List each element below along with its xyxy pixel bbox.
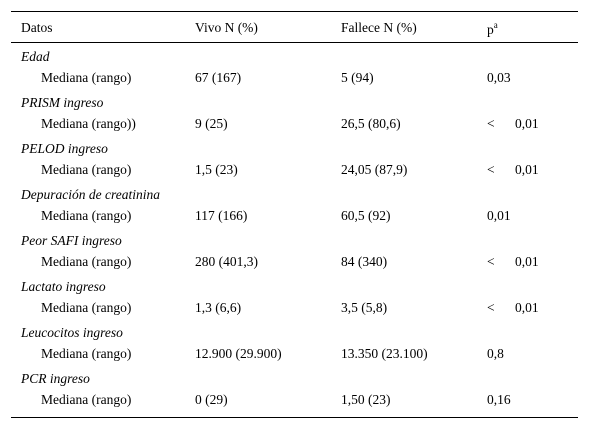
section-title: Peor SAFI ingreso [21, 233, 122, 248]
cell-p-lt: < [487, 116, 495, 131]
cell-p-value: 0,01 [515, 300, 539, 315]
header-p: pa [487, 20, 498, 38]
header-p-sup: a [493, 20, 498, 30]
table-body: Edad Mediana (rango) 67 (167) 5 (94) 0,03 PRI… [11, 45, 578, 413]
cell-vivo: 9 (25) [195, 116, 228, 131]
cell-vivo: 1,5 (23) [195, 162, 238, 177]
cell-vivo: 1,3 (6,6) [195, 300, 242, 315]
section-title: PCR ingreso [21, 371, 90, 386]
cell-fallece: 84 (340) [341, 254, 388, 269]
data-table: Datos Vivo N (%) Fallece N (%) pa Edad Me… [11, 11, 578, 418]
cell-vivo: 280 (401,3) [195, 254, 258, 269]
cell-label: Mediana (rango) [41, 70, 132, 85]
cell-vivo: 67 (167) [195, 70, 242, 85]
cell-label: Mediana (rango)) [41, 116, 136, 131]
cell-fallece: 3,5 (5,8) [341, 300, 388, 315]
table-bottom-rule [11, 417, 578, 418]
cell-p: <0,01 [487, 254, 539, 270]
section-title: Edad [21, 49, 50, 64]
cell-p-value: 0,16 [487, 392, 511, 407]
cell-p-lt: < [487, 162, 495, 177]
section-title: Leucocitos ingreso [21, 325, 123, 340]
cell-p-value: 0,01 [515, 116, 539, 131]
cell-fallece: 1,50 (23) [341, 392, 391, 407]
section-row: Leucocitos ingreso [11, 321, 578, 344]
section-title: PRISM ingreso [21, 95, 104, 110]
section-row: Peor SAFI ingreso [11, 229, 578, 252]
table-top-rule [11, 11, 578, 12]
cell-vivo: 117 (166) [195, 208, 248, 223]
table-header-rule [11, 42, 578, 43]
header-p-label: p [487, 22, 494, 37]
section-title: Lactato ingreso [21, 279, 106, 294]
section-row: PCR ingreso [11, 367, 578, 390]
cell-p: <0,01 [487, 116, 539, 132]
cell-p-lt: < [487, 254, 495, 269]
cell-p-value: 0,01 [487, 208, 511, 223]
cell-label: Mediana (rango) [41, 300, 132, 315]
cell-fallece: 24,05 (87,9) [341, 162, 408, 177]
table-row: Mediana (rango) 0 (29) 1,50 (23) 0,16 [11, 390, 578, 413]
cell-label: Mediana (rango) [41, 254, 132, 269]
table-row: Mediana (rango) 1,5 (23) 24,05 (87,9) <0,01 [11, 160, 578, 183]
table-row: Mediana (rango) 117 (166) 60,5 (92) 0,01 [11, 206, 578, 229]
cell-label: Mediana (rango) [41, 208, 132, 223]
cell-label: Mediana (rango) [41, 392, 132, 407]
cell-p-value: 0,01 [515, 162, 539, 177]
cell-p-lt: < [487, 300, 495, 315]
cell-fallece: 26,5 (80,6) [341, 116, 401, 131]
cell-p: <0,01 [487, 300, 539, 316]
cell-p: <0,01 [487, 162, 539, 178]
cell-fallece: 5 (94) [341, 70, 374, 85]
cell-p-value: 0,8 [487, 346, 504, 361]
cell-fallece: 13.350 (23.100) [341, 346, 428, 361]
cell-p-value: 0,01 [515, 254, 539, 269]
cell-fallece: 60,5 (92) [341, 208, 391, 223]
table-row: Mediana (rango)) 9 (25) 26,5 (80,6) <0,01 [11, 114, 578, 137]
table-row: Mediana (rango) 12.900 (29.900) 13.350 (23… [11, 344, 578, 367]
table-row: Mediana (rango) 1,3 (6,6) 3,5 (5,8) <0,01 [11, 298, 578, 321]
section-row: Edad [11, 45, 578, 68]
header-vivo: Vivo N (%) [195, 20, 258, 35]
cell-vivo: 0 (29) [195, 392, 228, 407]
section-row: PELOD ingreso [11, 137, 578, 160]
table-header: Datos Vivo N (%) Fallece N (%) pa [11, 12, 578, 42]
section-row: Depuración de creatinina [11, 183, 578, 206]
cell-vivo: 12.900 (29.900) [195, 346, 282, 361]
table-row: Mediana (rango) 67 (167) 5 (94) 0,03 [11, 68, 578, 91]
section-row: PRISM ingreso [11, 91, 578, 114]
section-row: Lactato ingreso [11, 275, 578, 298]
section-title: PELOD ingreso [21, 141, 108, 156]
table-row: Mediana (rango) 280 (401,3) 84 (340) <0,01 [11, 252, 578, 275]
header-fallece: Fallece N (%) [341, 20, 417, 35]
header-datos: Datos [21, 20, 53, 35]
cell-label: Mediana (rango) [41, 346, 132, 361]
cell-label: Mediana (rango) [41, 162, 132, 177]
cell-p-value: 0,03 [487, 70, 511, 85]
section-title: Depuración de creatinina [21, 187, 160, 202]
